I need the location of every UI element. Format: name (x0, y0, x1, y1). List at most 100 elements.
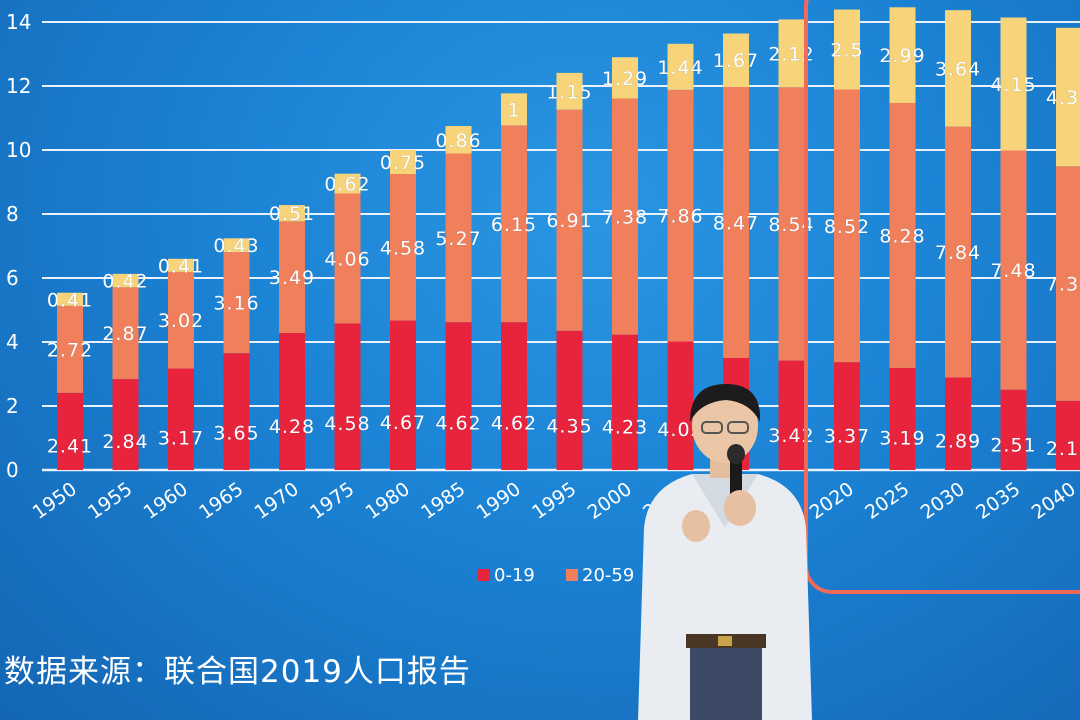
bar-segment (556, 330, 583, 470)
y-tick-label: 8 (6, 202, 19, 226)
data-label: 4.28 (269, 416, 315, 438)
data-label: 3.42 (768, 425, 814, 447)
bar-segment (889, 7, 916, 103)
data-label: 0.41 (47, 289, 93, 311)
data-label: 0.86 (435, 130, 481, 152)
data-label: 2.89 (935, 430, 981, 452)
data-labels: 2.41 2.72 0.41 2.84 2.87 0.42 3.17 3.02 0.41 3.65… (47, 39, 1080, 460)
data-label: 3.17 (158, 428, 204, 450)
x-tick-label: 2035 (972, 478, 1024, 524)
bar-segment (1000, 150, 1027, 390)
data-label: 2.87 (102, 323, 148, 345)
x-tick-label: 1965 (195, 478, 247, 524)
data-label: 3.19 (879, 427, 925, 449)
data-label: 4.58 (380, 237, 426, 259)
bar-segment (834, 362, 860, 470)
data-label: 0.62 (324, 174, 370, 196)
data-label: 0.43 (213, 235, 259, 257)
forecast-highlight-frame (804, 0, 1080, 594)
data-label: 1.29 (602, 68, 648, 90)
data-label: 1.44 (657, 57, 703, 79)
bar-segment (945, 10, 971, 127)
y-tick-label: 6 (6, 266, 19, 290)
y-tick-label: 2 (6, 394, 19, 418)
bar-segment (334, 323, 361, 470)
y-tick-label: 14 (6, 10, 31, 34)
bars (57, 7, 1080, 470)
x-tick-label: 1980 (362, 478, 414, 524)
data-label: 4.06 (324, 248, 370, 270)
data-label: 2.99 (879, 45, 925, 67)
bar-segment (778, 19, 805, 88)
bar-segment (834, 89, 860, 363)
x-tick-label: 1985 (417, 478, 469, 524)
data-label: 7.33 (1046, 274, 1080, 296)
bar-segment (279, 221, 305, 334)
bar-segment (57, 392, 83, 470)
bar-segment (889, 102, 916, 368)
legend: 0-19 20-59 (478, 565, 634, 586)
data-label: 2.5 (830, 40, 863, 62)
data-label: 4.67 (380, 412, 426, 434)
data-label: 6.91 (546, 210, 592, 232)
data-label: 0.51 (269, 203, 315, 225)
x-tick-label: 2030 (917, 478, 969, 524)
data-label: 0.42 (102, 271, 148, 293)
bar-segment (1056, 27, 1080, 167)
bar-segment (112, 379, 139, 470)
bar-segment (556, 109, 583, 331)
bar-segment (445, 322, 472, 470)
bar-segment (501, 125, 527, 323)
bar-segment (778, 87, 805, 361)
bar-segment (57, 292, 83, 306)
data-label: 1 (507, 99, 520, 121)
bar-segment (445, 153, 472, 323)
bar-segment (945, 126, 971, 378)
bar-segment (667, 43, 694, 90)
data-label: 7.84 (935, 242, 981, 264)
x-tick-label: 2040 (1028, 478, 1080, 524)
source-note: 数据来源：联合国2019人口报告 (4, 654, 471, 690)
data-label: 3.16 (213, 293, 259, 315)
x-tick-label: 1960 (140, 478, 192, 524)
y-tick-label: 4 (6, 330, 19, 354)
bar-segment (1056, 166, 1080, 401)
bar-segment (390, 174, 416, 321)
x-tick-label: 1995 (528, 478, 580, 524)
bar-segment (889, 367, 916, 470)
x-tick-label: 1970 (251, 478, 303, 524)
data-label: 4.58 (324, 413, 370, 435)
bar-segment (168, 368, 194, 470)
x-tick-label: 1950 (29, 478, 81, 524)
bar-segment (778, 360, 805, 470)
data-label: 3.65 (213, 423, 259, 445)
data-label: 0.41 (158, 255, 204, 277)
x-tick-label: 1975 (306, 478, 358, 524)
bar-segment (57, 305, 83, 393)
data-label: 6.15 (491, 214, 537, 236)
data-label: 2.16 (1046, 438, 1080, 460)
bar-segment (612, 98, 638, 335)
data-label: 3.64 (935, 58, 981, 80)
y-tick-label: 12 (6, 74, 31, 98)
bar-segment (723, 33, 749, 87)
data-label: 4.62 (491, 413, 537, 435)
x-tick-label: 2025 (861, 478, 913, 524)
data-label: 7.86 (657, 206, 703, 228)
bar-segment (223, 353, 250, 470)
bar-segment (723, 86, 749, 359)
bar-segment (112, 273, 139, 288)
data-label: 4.62 (435, 413, 481, 435)
bar-segment (612, 334, 638, 470)
x-tick-label: 2000 (584, 478, 636, 524)
bar-segment (223, 238, 250, 253)
data-label: 2.41 (47, 435, 93, 457)
data-label: 3.49 (269, 267, 315, 289)
bar-segment (390, 320, 416, 470)
bar-segment (667, 341, 694, 470)
legend-label: 20-59 (582, 565, 634, 586)
legend-swatch (566, 569, 578, 581)
bar-segment (667, 89, 694, 342)
